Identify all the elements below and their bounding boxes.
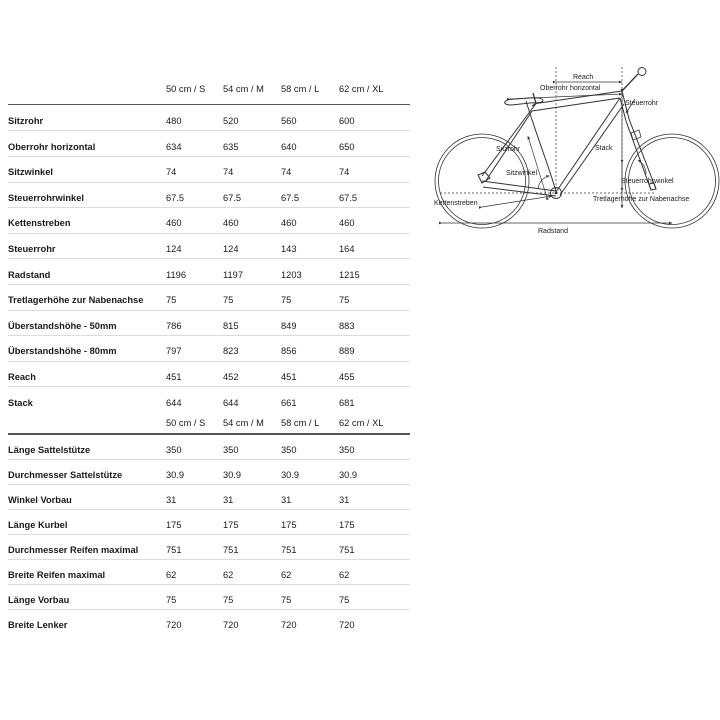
svg-text:Stack: Stack: [595, 145, 613, 152]
svg-text:Radstand: Radstand: [538, 228, 568, 235]
svg-text:Reach: Reach: [573, 74, 593, 81]
svg-text:Steuerrohrwinkel: Steuerrohrwinkel: [621, 178, 674, 185]
svg-text:Tretlagerhöhe zur Nabenachse: Tretlagerhöhe zur Nabenachse: [593, 196, 689, 203]
svg-text:Steuerrohr: Steuerrohr: [625, 100, 659, 107]
svg-text:Kettenstreben: Kettenstreben: [434, 200, 478, 207]
svg-text:Sitzwinkel: Sitzwinkel: [506, 170, 538, 177]
svg-text:Oberrohr horizontal: Oberrohr horizontal: [540, 85, 601, 92]
svg-text:Sitzrohr: Sitzrohr: [496, 146, 521, 153]
